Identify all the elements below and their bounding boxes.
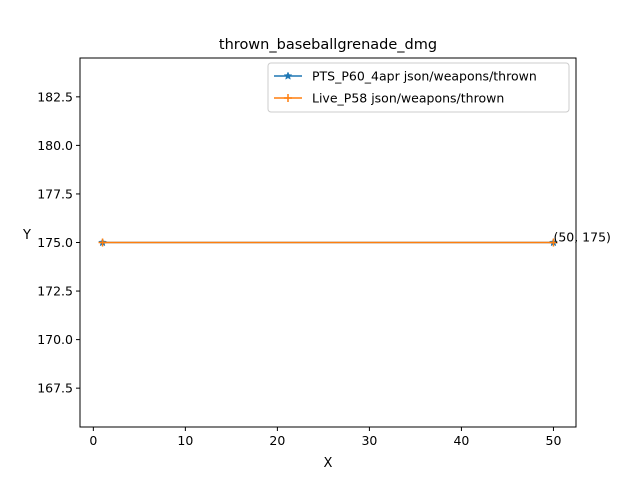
annotation-layer: (50, 175)	[553, 230, 610, 245]
x-tick-label: 40	[453, 433, 469, 448]
series-2	[98, 238, 558, 247]
y-tick-label: 180.0	[37, 138, 73, 153]
series-2-point-plus-icon	[98, 238, 107, 247]
legend-label-series-2: Live_P58 json/weapons/thrown	[312, 91, 504, 106]
x-axis-label: X	[324, 456, 333, 471]
y-tick-label: 170.0	[37, 332, 73, 347]
y-tick-label: 172.5	[37, 284, 73, 299]
ticks-layer: 0 10 20 30 40 50 167.5 170.0 172.5 175.0 177.5 180.…	[37, 89, 561, 448]
plot-area-frame	[79, 57, 577, 428]
series-2-point-plus-icon	[549, 238, 558, 247]
chart-title: thrown_baseballgrenade_dmg	[219, 37, 437, 53]
legend-marker-series-2-plus-icon	[284, 94, 292, 102]
x-tick-label: 20	[269, 433, 285, 448]
y-tick-label: 182.5	[37, 89, 73, 104]
y-tick-label: 175.0	[37, 235, 73, 250]
x-tick-label: 0	[89, 433, 97, 448]
legend-marker-series-1-star-icon	[283, 71, 293, 80]
legend: PTS_P60_4apr json/weapons/thrown Live_P5…	[267, 62, 570, 113]
x-tick-label: 50	[546, 433, 562, 448]
annotation-label: (50, 175)	[553, 230, 610, 245]
legend-box	[267, 62, 570, 113]
series-layer	[98, 237, 558, 247]
y-tick-label: 177.5	[37, 186, 73, 201]
legend-label-series-1: PTS_P60_4apr json/weapons/thrown	[312, 69, 537, 84]
y-tick-label: 167.5	[37, 381, 73, 396]
x-tick-label: 10	[177, 433, 193, 448]
y-axis-label: Y	[22, 228, 31, 243]
x-tick-label: 30	[361, 433, 377, 448]
